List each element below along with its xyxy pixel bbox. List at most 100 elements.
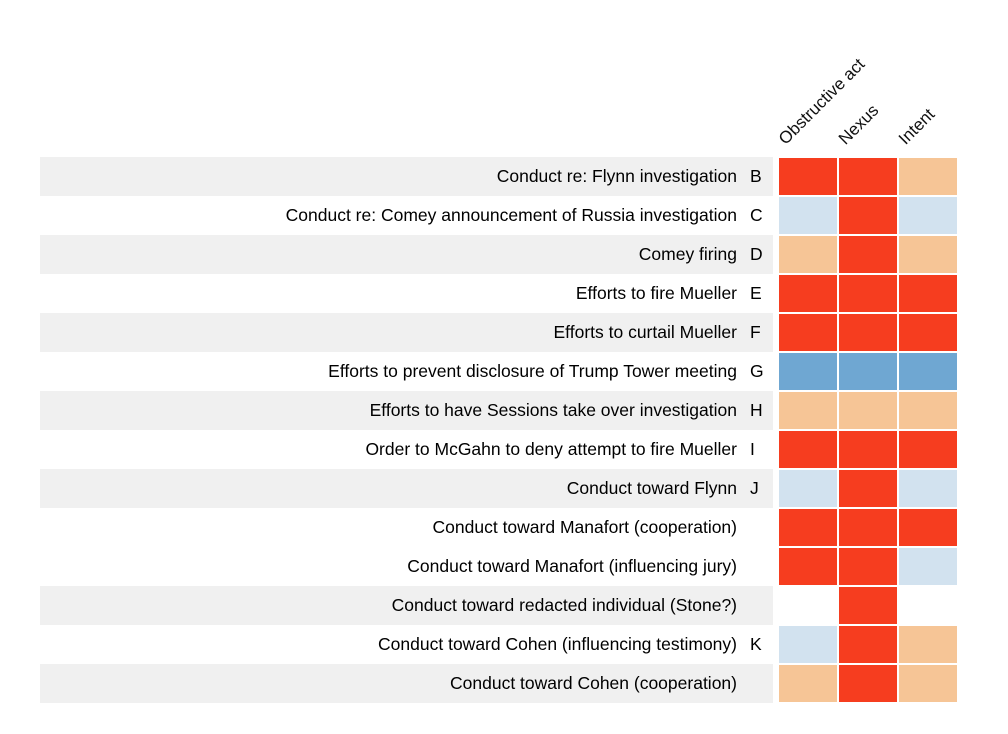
heat-cell-nexus xyxy=(838,352,898,391)
row-cells xyxy=(778,547,958,586)
row-label: Efforts to fire Mueller xyxy=(575,283,737,303)
row-label: Conduct toward Flynn xyxy=(566,478,737,498)
heat-cell-nexus xyxy=(838,196,898,235)
row-label: Conduct toward Cohen (influencing testim… xyxy=(378,634,737,654)
row-cells xyxy=(778,508,958,547)
row-label: Conduct toward Cohen (cooperation) xyxy=(450,673,737,693)
heat-cell-nexus xyxy=(838,625,898,664)
row-letter: D xyxy=(750,244,763,264)
heat-cell-obstructive-act xyxy=(778,313,838,352)
row-left: Conduct toward Cohen (influencing testim… xyxy=(40,625,773,664)
table-row: Comey firing D xyxy=(40,235,958,274)
row-cells xyxy=(778,430,958,469)
heat-cell-obstructive-act xyxy=(778,274,838,313)
heat-cell-intent xyxy=(898,391,958,430)
heat-cell-obstructive-act xyxy=(778,430,838,469)
heat-cell-nexus xyxy=(838,586,898,625)
heat-cell-intent xyxy=(898,157,958,196)
row-left: Efforts to curtail Mueller F xyxy=(40,313,773,352)
row-left: Conduct re: Flynn investigation B xyxy=(40,157,773,196)
row-letter: K xyxy=(750,634,762,654)
heat-cell-intent xyxy=(898,352,958,391)
table-row: Conduct toward Cohen (influencing testim… xyxy=(40,625,958,664)
heat-cell-intent xyxy=(898,547,958,586)
row-cells xyxy=(778,664,958,703)
row-cells xyxy=(778,352,958,391)
heat-cell-nexus xyxy=(838,235,898,274)
row-cells xyxy=(778,196,958,235)
row-letter: C xyxy=(750,205,763,225)
heat-cell-obstructive-act xyxy=(778,586,838,625)
table-row: Conduct toward Flynn J xyxy=(40,469,958,508)
heat-cell-obstructive-act xyxy=(778,352,838,391)
heat-cell-obstructive-act xyxy=(778,469,838,508)
heat-cell-obstructive-act xyxy=(778,235,838,274)
heat-cell-intent xyxy=(898,235,958,274)
table-row: Efforts to curtail Mueller F xyxy=(40,313,958,352)
row-letter: I xyxy=(750,439,755,459)
row-left: Order to McGahn to deny attempt to fire … xyxy=(40,430,773,469)
row-label: Order to McGahn to deny attempt to fire … xyxy=(365,439,737,459)
heat-cell-nexus xyxy=(838,430,898,469)
heat-cell-intent xyxy=(898,274,958,313)
heat-cell-obstructive-act xyxy=(778,547,838,586)
row-cells xyxy=(778,391,958,430)
row-label: Conduct toward Manafort (influencing jur… xyxy=(407,556,737,576)
row-left: Conduct toward Manafort (cooperation) xyxy=(40,508,773,547)
row-label: Efforts to prevent disclosure of Trump T… xyxy=(328,361,737,381)
row-label: Conduct toward Manafort (cooperation) xyxy=(432,517,737,537)
heat-cell-intent xyxy=(898,664,958,703)
row-letter: G xyxy=(750,361,764,381)
heat-cell-nexus xyxy=(838,313,898,352)
row-left: Conduct toward Manafort (influencing jur… xyxy=(40,547,773,586)
heat-cell-intent xyxy=(898,430,958,469)
heat-cell-nexus xyxy=(838,664,898,703)
table-row: Efforts to have Sessions take over inves… xyxy=(40,391,958,430)
heat-cell-obstructive-act xyxy=(778,625,838,664)
row-cells xyxy=(778,313,958,352)
heat-cell-intent xyxy=(898,508,958,547)
table-row: Conduct toward Cohen (cooperation) xyxy=(40,664,958,703)
row-label: Conduct toward redacted individual (Ston… xyxy=(391,595,737,615)
row-left: Conduct re: Comey announcement of Russia… xyxy=(40,196,773,235)
heat-cell-intent xyxy=(898,586,958,625)
heat-cell-nexus xyxy=(838,157,898,196)
row-cells xyxy=(778,235,958,274)
table-row: Conduct toward Manafort (influencing jur… xyxy=(40,547,958,586)
row-letter: B xyxy=(750,166,762,186)
row-left: Comey firing D xyxy=(40,235,773,274)
row-letter: F xyxy=(750,322,761,342)
row-label: Conduct re: Flynn investigation xyxy=(496,166,737,186)
row-letter: E xyxy=(750,283,762,303)
row-left: Efforts to fire Mueller E xyxy=(40,274,773,313)
row-left: Efforts to have Sessions take over inves… xyxy=(40,391,773,430)
row-left: Conduct toward Cohen (cooperation) xyxy=(40,664,773,703)
heat-cell-intent xyxy=(898,196,958,235)
row-cells xyxy=(778,469,958,508)
heat-cell-nexus xyxy=(838,508,898,547)
heat-cell-intent xyxy=(898,469,958,508)
table-row: Conduct toward Manafort (cooperation) xyxy=(40,508,958,547)
heat-cell-obstructive-act xyxy=(778,157,838,196)
heat-cell-obstructive-act xyxy=(778,391,838,430)
table-row: Efforts to fire Mueller E xyxy=(40,274,958,313)
heat-cell-obstructive-act xyxy=(778,664,838,703)
row-left: Conduct toward redacted individual (Ston… xyxy=(40,586,773,625)
row-cells xyxy=(778,625,958,664)
row-cells xyxy=(778,157,958,196)
heat-cell-nexus xyxy=(838,391,898,430)
row-label: Comey firing xyxy=(638,244,737,264)
row-label: Efforts to curtail Mueller xyxy=(553,322,738,342)
table-row: Efforts to prevent disclosure of Trump T… xyxy=(40,352,958,391)
heat-cell-nexus xyxy=(838,547,898,586)
table-row: Conduct re: Comey announcement of Russia… xyxy=(40,196,958,235)
table-row: Conduct toward redacted individual (Ston… xyxy=(40,586,958,625)
heat-cell-intent xyxy=(898,625,958,664)
heat-cell-nexus xyxy=(838,469,898,508)
heat-cell-obstructive-act xyxy=(778,508,838,547)
heat-cell-nexus xyxy=(838,274,898,313)
row-letter: H xyxy=(750,400,763,420)
column-header-nexus: Nexus xyxy=(834,100,883,149)
row-cells xyxy=(778,586,958,625)
